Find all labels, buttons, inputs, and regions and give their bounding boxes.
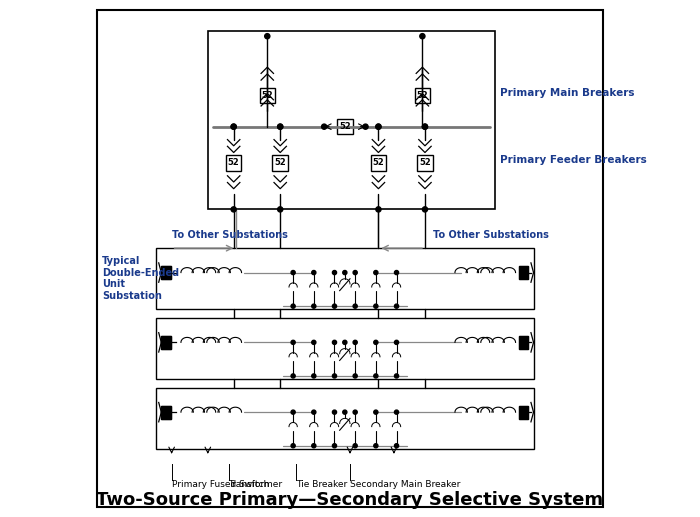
Circle shape [332,444,337,448]
Bar [161,266,171,279]
Circle shape [312,444,316,448]
Circle shape [291,410,295,414]
Circle shape [291,340,295,344]
Circle shape [343,410,347,414]
Text: To Other Substations: To Other Substations [172,231,288,240]
Circle shape [395,410,398,414]
Bar [161,406,171,419]
Bar [414,88,430,103]
Circle shape [374,304,378,308]
Bar [519,336,528,349]
Circle shape [343,270,347,275]
Circle shape [265,34,270,39]
Bar [417,155,433,171]
Circle shape [422,124,428,129]
Circle shape [422,124,428,129]
Bar [519,266,528,279]
Circle shape [278,124,283,129]
Polygon shape [161,266,171,279]
Circle shape [395,270,398,275]
Circle shape [231,207,237,212]
Circle shape [312,270,316,275]
Circle shape [291,304,295,308]
Circle shape [420,34,425,39]
Text: Primary Fused Switch: Primary Fused Switch [172,480,269,489]
Bar [156,248,533,309]
Circle shape [395,304,398,308]
Circle shape [278,124,283,129]
Circle shape [353,410,357,414]
Circle shape [312,304,316,308]
Circle shape [353,304,357,308]
Circle shape [312,410,316,414]
Circle shape [231,124,237,129]
Text: Tie Breaker: Tie Breaker [295,480,347,489]
Circle shape [374,410,378,414]
Circle shape [376,124,381,129]
Circle shape [332,304,337,308]
Circle shape [291,374,295,378]
Polygon shape [519,336,528,349]
Bar [161,406,171,419]
Circle shape [395,340,398,344]
Circle shape [332,270,337,275]
Circle shape [422,207,428,212]
Text: 52: 52 [372,158,384,168]
Text: 52: 52 [228,158,239,168]
Text: To Other Substations: To Other Substations [433,231,549,240]
Text: 52: 52 [274,158,286,168]
Bar [161,336,171,349]
Circle shape [363,124,368,129]
Text: Transformer: Transformer [228,480,283,489]
Polygon shape [519,266,528,279]
Text: 52: 52 [261,91,273,100]
Circle shape [353,340,357,344]
Circle shape [376,124,381,129]
Text: Two-Source Primary—Secondary Selective System: Two-Source Primary—Secondary Selective S… [97,491,603,509]
Circle shape [332,340,337,344]
Text: 52: 52 [339,122,351,131]
Circle shape [332,374,337,378]
Bar [208,31,495,209]
Text: Typical
Double-Ended
Unit
Substation: Typical Double-Ended Unit Substation [102,256,179,301]
Circle shape [395,444,398,448]
Bar [161,266,171,279]
Bar [156,318,533,379]
Circle shape [353,444,357,448]
Circle shape [291,270,295,275]
Polygon shape [519,406,528,419]
Bar [260,88,275,103]
Bar [156,388,533,449]
Text: 52: 52 [419,158,430,168]
Circle shape [395,374,398,378]
Circle shape [374,270,378,275]
Circle shape [291,444,295,448]
Bar [519,406,528,419]
Circle shape [353,374,357,378]
Circle shape [376,207,381,212]
Bar [161,336,171,349]
Text: Primary Main Breakers: Primary Main Breakers [500,88,634,98]
Circle shape [374,340,378,344]
Bar [337,119,353,134]
Circle shape [231,124,237,129]
Circle shape [374,374,378,378]
Text: Secondary Main Breaker: Secondary Main Breaker [350,480,461,489]
Bar [226,155,241,171]
Text: 52: 52 [416,91,428,100]
Circle shape [332,410,337,414]
Circle shape [321,124,327,129]
Circle shape [312,374,316,378]
Circle shape [278,207,283,212]
Text: Primary Feeder Breakers: Primary Feeder Breakers [500,155,647,165]
Bar [371,155,386,171]
Circle shape [353,270,357,275]
Circle shape [374,444,378,448]
Polygon shape [161,336,171,349]
Circle shape [312,340,316,344]
Polygon shape [161,406,171,419]
Bar [272,155,288,171]
Circle shape [343,340,347,344]
